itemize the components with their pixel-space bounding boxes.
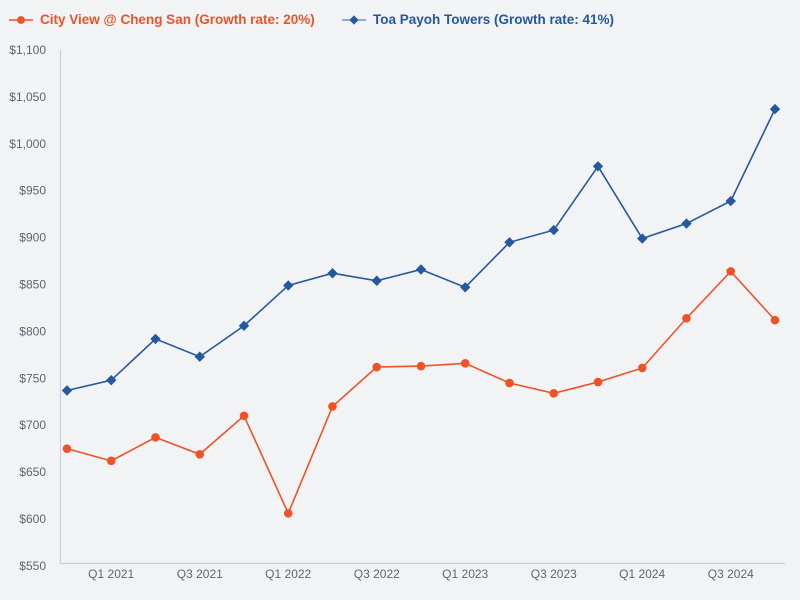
svg-text:$950: $950: [19, 184, 46, 198]
svg-text:Q1 2022: Q1 2022: [265, 567, 311, 581]
svg-text:$650: $650: [19, 465, 46, 479]
svg-text:$850: $850: [19, 278, 46, 292]
svg-text:Q1 2024: Q1 2024: [619, 567, 665, 581]
svg-text:$750: $750: [19, 371, 46, 385]
svg-text:$600: $600: [19, 512, 46, 526]
svg-text:$1,050: $1,050: [9, 90, 46, 104]
svg-text:$1,100: $1,100: [9, 43, 46, 57]
svg-text:$1,000: $1,000: [9, 137, 46, 151]
svg-text:Q1 2021: Q1 2021: [88, 567, 134, 581]
svg-text:$550: $550: [19, 559, 46, 573]
svg-text:Q3 2023: Q3 2023: [531, 567, 577, 581]
svg-text:Q1 2023: Q1 2023: [442, 567, 488, 581]
svg-text:$900: $900: [19, 231, 46, 245]
svg-text:Q3 2021: Q3 2021: [177, 567, 223, 581]
svg-text:$700: $700: [19, 418, 46, 432]
svg-text:$800: $800: [19, 324, 46, 338]
svg-text:Q3 2022: Q3 2022: [354, 567, 400, 581]
svg-text:Q3 2024: Q3 2024: [708, 567, 754, 581]
